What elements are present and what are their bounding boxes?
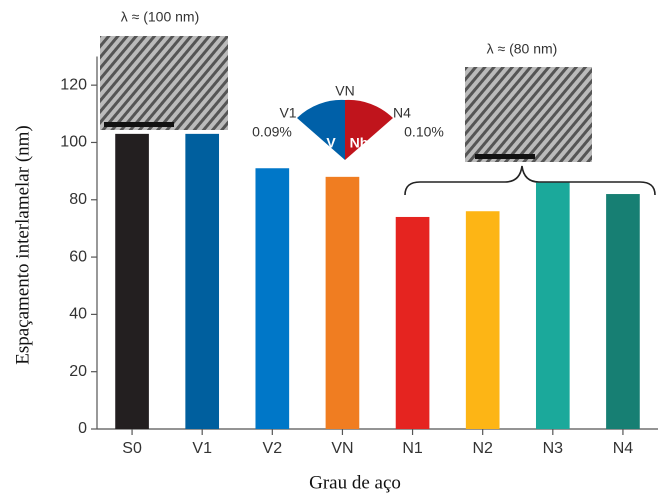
y-tick-label: 0 bbox=[78, 420, 87, 437]
annotation: VN bbox=[335, 83, 354, 99]
x-tick-label: VN bbox=[331, 440, 353, 457]
bar bbox=[606, 194, 640, 429]
annotation: Nb bbox=[350, 135, 369, 151]
bracket bbox=[405, 166, 655, 195]
bar bbox=[326, 177, 360, 429]
annotation: λ ≈ (100 nm) bbox=[121, 9, 199, 25]
x-tick-label: V1 bbox=[192, 440, 212, 457]
bar bbox=[396, 217, 430, 429]
y-tick-label: 20 bbox=[69, 363, 87, 380]
y-axis-title: Espaçamento interlamelar (nm) bbox=[12, 125, 33, 365]
y-tick-label: 40 bbox=[69, 306, 87, 323]
annotation: 0.10% bbox=[404, 124, 444, 140]
annotation: V bbox=[326, 135, 336, 151]
bar bbox=[255, 168, 289, 429]
micrograph-scale bbox=[104, 122, 174, 127]
x-tick-label: N2 bbox=[472, 440, 493, 457]
x-tick-label: N3 bbox=[543, 440, 564, 457]
micrograph-scale bbox=[475, 154, 535, 159]
x-tick-label: N4 bbox=[613, 440, 634, 457]
micrograph bbox=[100, 36, 228, 130]
fan-left bbox=[297, 100, 345, 160]
x-tick-label: V2 bbox=[263, 440, 283, 457]
bar bbox=[466, 211, 500, 429]
annotation: N4 bbox=[393, 105, 411, 121]
annotation: V1 bbox=[279, 105, 296, 121]
fan-right bbox=[345, 100, 393, 160]
y-tick-label: 60 bbox=[69, 248, 87, 265]
y-tick-label: 80 bbox=[69, 191, 87, 208]
y-tick-label: 120 bbox=[60, 76, 87, 93]
bar bbox=[185, 134, 219, 429]
annotation: 0.09% bbox=[252, 124, 292, 140]
chart: 0 20 40 60 80 100 120 S0 V1 V2 VN N1 N2 N3 N4 λ ≈ (100… bbox=[0, 0, 661, 498]
micrograph bbox=[465, 67, 592, 162]
x-tick-label: N1 bbox=[402, 440, 423, 457]
annotation: λ ≈ (80 nm) bbox=[487, 41, 558, 57]
x-tick-label: S0 bbox=[122, 440, 142, 457]
bar bbox=[536, 183, 570, 429]
x-axis-title: Grau de aço bbox=[309, 472, 401, 493]
bar bbox=[115, 134, 149, 429]
y-tick-label: 100 bbox=[60, 134, 87, 151]
